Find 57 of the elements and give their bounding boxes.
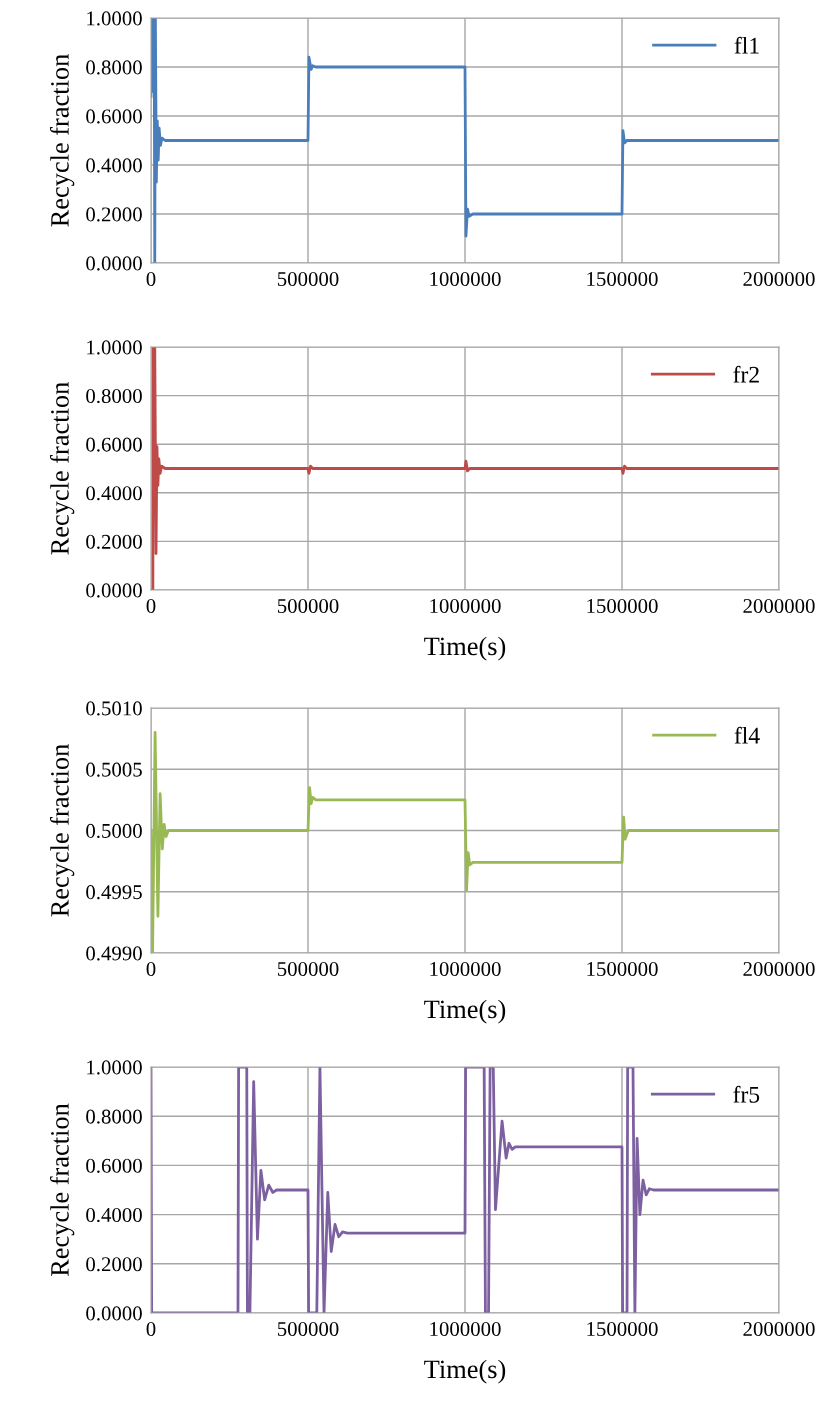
y-tick-label: 1.0000 xyxy=(87,1060,142,1075)
x-tick-label: 1000000 xyxy=(430,961,501,976)
legend-label: fr5 xyxy=(733,1085,760,1103)
y-tick-label: 0.4000 xyxy=(86,158,142,173)
y-axis-title: Recycle fraction xyxy=(49,54,75,227)
y-tick-label: 1.0000 xyxy=(87,11,142,26)
x-tick-label: 2000000 xyxy=(743,598,815,613)
y-tick-label: 0.8000 xyxy=(86,1109,142,1124)
y-tick-label: 0.0000 xyxy=(86,583,142,598)
y-tick-label: 0.0000 xyxy=(86,256,142,271)
x-axis-title: Time(s) xyxy=(424,1359,506,1384)
y-tick-label: 0.2000 xyxy=(86,1257,142,1272)
x-tick-label: 0 xyxy=(146,598,156,613)
y-tick-label: 0.2000 xyxy=(86,534,142,549)
y-axis-title: Recycle fraction xyxy=(49,1103,75,1277)
legend-label: fl4 xyxy=(734,726,760,744)
y-tick-label: 0.8000 xyxy=(86,388,142,404)
x-tick-label: 1000000 xyxy=(430,271,501,286)
x-tick-label: 1500000 xyxy=(587,271,658,286)
line-series xyxy=(151,1067,779,1313)
x-axis-title: Time(s) xyxy=(424,999,506,1024)
x-tick-label: 0 xyxy=(146,961,156,976)
x-tick-label: 0 xyxy=(146,271,156,286)
x-tick-label: 500000 xyxy=(277,598,339,613)
x-tick-label: 0 xyxy=(146,1321,156,1336)
y-tick-label: 0.8000 xyxy=(86,60,142,75)
y-tick-label: 0.6000 xyxy=(86,437,142,452)
y-tick-label: 0.5005 xyxy=(86,762,142,777)
y-tick-label: 0.5010 xyxy=(86,701,142,716)
line-series xyxy=(151,347,779,590)
x-tick-label: 500000 xyxy=(277,1321,339,1336)
x-tick-label: 1500000 xyxy=(587,598,658,613)
y-tick-label: 0.2000 xyxy=(86,207,142,222)
y-tick-label: 0.6000 xyxy=(86,1158,142,1173)
y-tick-label: 0.4990 xyxy=(86,946,142,961)
x-tick-label: 2000000 xyxy=(743,961,815,976)
x-tick-label: 500000 xyxy=(277,271,339,286)
line-series xyxy=(151,18,779,263)
x-tick-label: 1500000 xyxy=(587,961,658,976)
y-tick-label: 0.4000 xyxy=(86,1207,142,1223)
y-tick-label: 0.5000 xyxy=(86,823,142,839)
x-tick-label: 1000000 xyxy=(430,598,501,613)
y-tick-label: 0.4995 xyxy=(86,885,142,900)
x-tick-label: 1500000 xyxy=(587,1321,658,1336)
y-tick-label: 0.4000 xyxy=(86,486,142,501)
y-tick-label: 0.0000 xyxy=(86,1306,142,1321)
y-axis-title: Recycle fraction xyxy=(49,382,75,555)
x-tick-label: 500000 xyxy=(277,961,339,976)
x-axis-title: Time(s) xyxy=(424,636,506,661)
x-tick-label: 2000000 xyxy=(743,1321,815,1336)
legend-label: fr2 xyxy=(733,365,759,383)
x-tick-label: 2000000 xyxy=(743,271,815,286)
y-tick-label: 0.6000 xyxy=(86,109,142,124)
y-axis-title: Recycle fraction xyxy=(49,744,75,917)
y-tick-label: 1.0000 xyxy=(87,340,142,355)
x-tick-label: 1000000 xyxy=(430,1321,501,1336)
legend-label: fl1 xyxy=(734,36,759,54)
